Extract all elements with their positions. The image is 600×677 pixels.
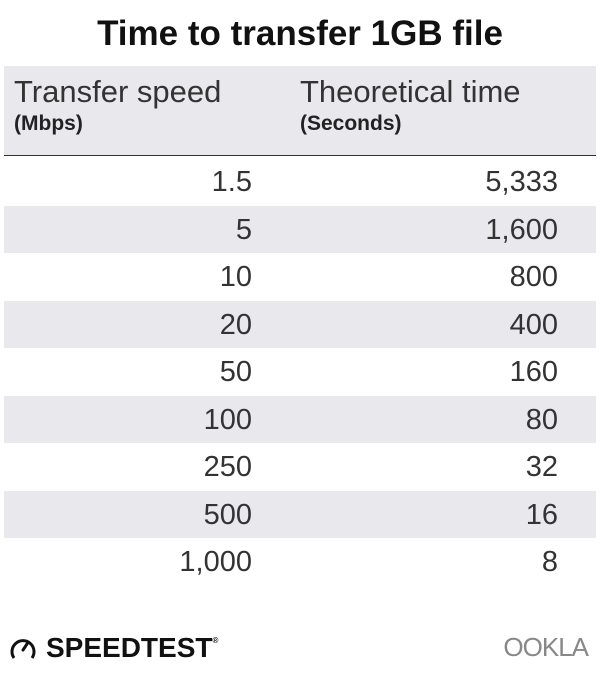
time-cell: 160 bbox=[509, 356, 558, 388]
speed-cell: 1,000 bbox=[179, 546, 252, 578]
table-row: 500 16 bbox=[4, 490, 596, 538]
speed-cell: 1.5 bbox=[211, 166, 252, 198]
table-body: 1.5 5,333 5 1,600 10 800 20 400 50 160 100 80 250 32 5… bbox=[4, 158, 596, 586]
table-row: 1.5 5,333 bbox=[4, 158, 596, 206]
time-cell: 80 bbox=[525, 403, 558, 436]
speed-cell: 50 bbox=[219, 356, 252, 388]
speed-cell: 250 bbox=[203, 451, 252, 483]
time-cell: 5,333 bbox=[485, 166, 558, 198]
ookla-logo: OOKLA bbox=[503, 632, 589, 662]
time-cell: 16 bbox=[525, 498, 558, 531]
table-row: 1,000 8 bbox=[4, 538, 596, 586]
speedometer-icon bbox=[10, 639, 36, 659]
speed-cell: 500 bbox=[203, 498, 252, 531]
speed-cell: 10 bbox=[219, 261, 252, 293]
table-row: 20 400 bbox=[4, 300, 596, 348]
column-header-speed: Transfer speed (Mbps) bbox=[14, 74, 222, 135]
table-row: 100 80 bbox=[4, 395, 596, 443]
time-cell: 32 bbox=[525, 451, 558, 483]
table-row: 5 1,600 bbox=[4, 205, 596, 253]
time-cell: 1,600 bbox=[485, 213, 558, 246]
speed-cell: 20 bbox=[219, 308, 252, 341]
table-row: 250 32 bbox=[4, 443, 596, 491]
time-cell: 800 bbox=[509, 261, 558, 293]
time-cell: 8 bbox=[541, 546, 558, 578]
speedtest-logo: SPEEDTEST ® bbox=[8, 632, 218, 664]
table-row: 50 160 bbox=[4, 348, 596, 396]
chart-title: Time to transfer 1GB file bbox=[97, 14, 503, 53]
table-row: 10 800 bbox=[4, 253, 596, 301]
table-header: Transfer speed (Mbps) Theoretical time (Se… bbox=[4, 66, 596, 156]
speed-cell: 100 bbox=[203, 403, 252, 436]
speed-cell: 5 bbox=[235, 213, 252, 246]
column-header-time: Theoretical time (Seconds) bbox=[300, 74, 521, 135]
time-cell: 400 bbox=[509, 308, 558, 341]
